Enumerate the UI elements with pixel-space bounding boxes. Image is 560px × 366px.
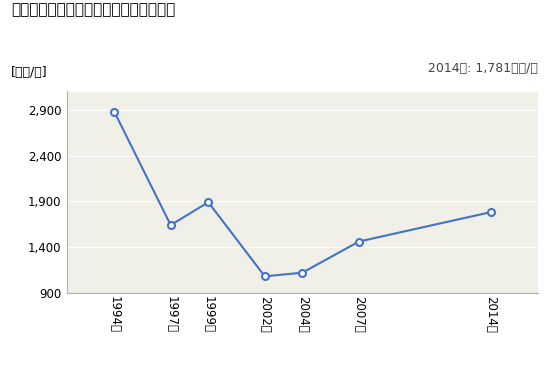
商業の従業者一人当たり年間商品販売額: [205, 200, 212, 204]
Text: 商業の従業者一人当たり年間商品販売額: 商業の従業者一人当たり年間商品販売額: [11, 2, 175, 17]
商業の従業者一人当たり年間商品販売額: [167, 223, 174, 227]
商業の従業者一人当たり年間商品販売額: [262, 274, 268, 279]
Text: 2014年: 1,781万円/人: 2014年: 1,781万円/人: [428, 62, 538, 75]
Line: 商業の従業者一人当たり年間商品販売額: 商業の従業者一人当たり年間商品販売額: [111, 108, 494, 280]
商業の従業者一人当たり年間商品販売額: [487, 210, 494, 214]
商業の従業者一人当たり年間商品販売額: [111, 109, 118, 114]
Text: [万円/人]: [万円/人]: [11, 66, 48, 79]
商業の従業者一人当たり年間商品販売額: [356, 239, 362, 244]
商業の従業者一人当たり年間商品販売額: [299, 270, 306, 275]
